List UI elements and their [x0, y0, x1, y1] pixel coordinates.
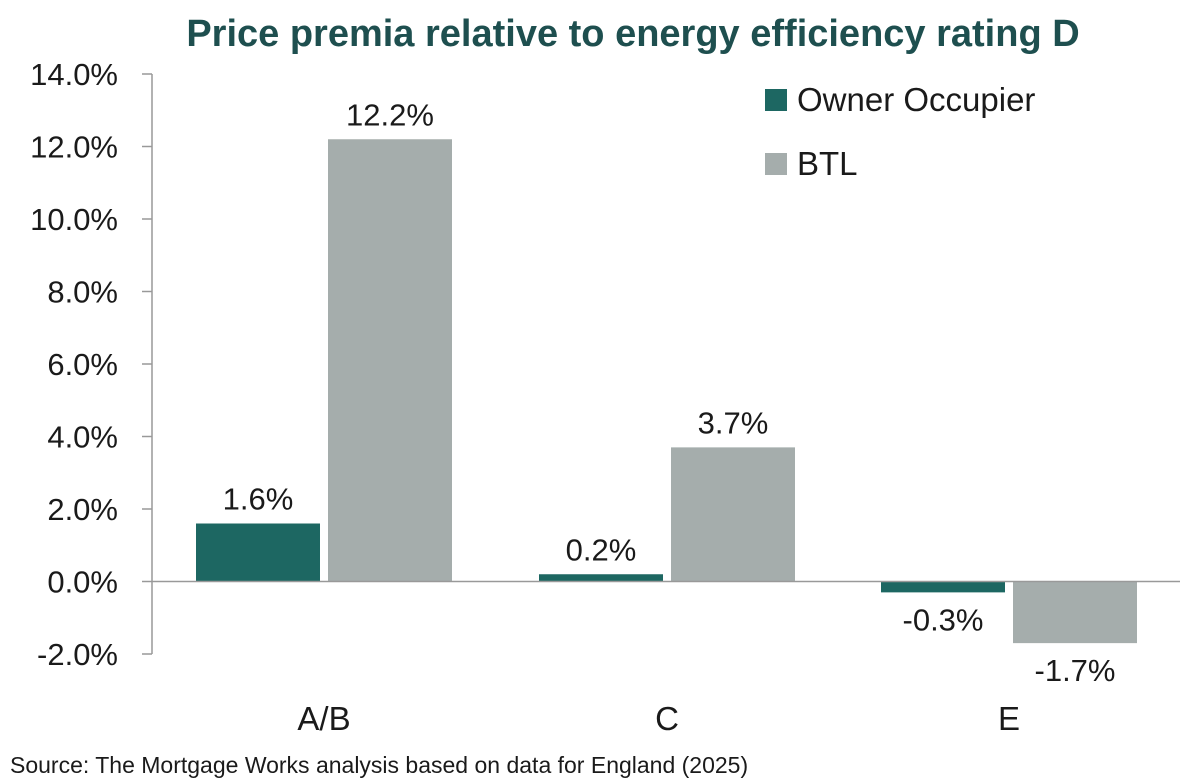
y-tick-label: 12.0%: [30, 130, 118, 165]
data-label: 0.2%: [566, 532, 637, 567]
x-tick-label: A/B: [297, 700, 350, 737]
legend-swatch: [765, 89, 787, 111]
data-label: -1.7%: [1035, 653, 1116, 688]
y-tick-label: 0.0%: [47, 565, 118, 600]
bar: [539, 574, 663, 582]
data-label: 3.7%: [698, 405, 769, 440]
y-tick-label: 8.0%: [47, 275, 118, 310]
bar: [328, 139, 452, 582]
data-label: -0.3%: [903, 602, 984, 637]
y-tick-label: 10.0%: [30, 202, 118, 237]
plot-area: 14.0% 12.0% 10.0% 8.0% 6.0% 4.0% 2.0% 0.0% -2.0%…: [30, 57, 1180, 737]
legend-label: Owner Occupier: [797, 81, 1035, 118]
bar: [671, 447, 795, 582]
y-tick-label: 14.0%: [30, 57, 118, 92]
legend-label: BTL: [797, 145, 858, 182]
legend-swatch: [765, 153, 787, 175]
chart-title: Price premia relative to energy efficien…: [186, 13, 1079, 55]
bar: [1013, 581, 1137, 644]
y-tick-label: 2.0%: [47, 492, 118, 527]
x-tick-label: E: [998, 700, 1020, 737]
data-label: 12.2%: [346, 97, 434, 132]
y-tick-label: 6.0%: [47, 347, 118, 382]
x-tick-label: C: [655, 700, 679, 737]
bar: [196, 523, 320, 582]
source-note: Source: The Mortgage Works analysis base…: [10, 752, 748, 778]
y-tick-label: 4.0%: [47, 420, 118, 455]
legend: Owner Occupier BTL: [765, 81, 1035, 182]
data-label: 1.6%: [223, 482, 294, 517]
y-tick-label: -2.0%: [37, 637, 118, 672]
bar: [881, 581, 1005, 593]
